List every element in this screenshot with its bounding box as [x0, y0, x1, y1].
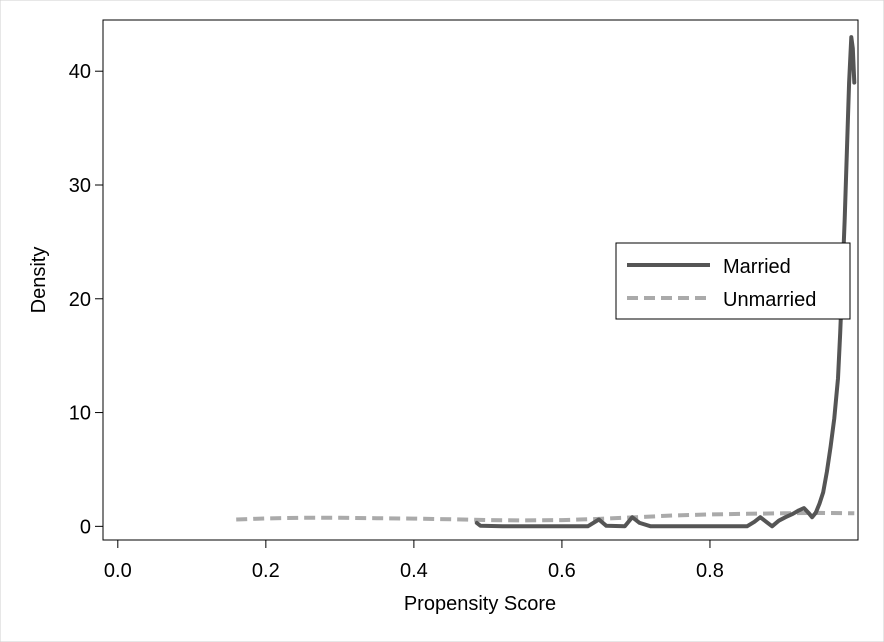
x-axis: 0.0 0.2 0.4 0.6 0.8	[103, 539, 858, 582]
y-axis: 0 10 20 30 40	[69, 20, 104, 540]
y-tick-label: 30	[69, 175, 91, 197]
legend-label-married: Married	[723, 256, 791, 278]
y-tick-label: 40	[69, 61, 91, 83]
x-tick-label: 0.2	[252, 560, 280, 582]
y-tick-label: 20	[69, 289, 91, 311]
x-tick-label: 0.0	[104, 560, 132, 582]
x-tick-label: 0.4	[400, 560, 428, 582]
legend: Married Unmarried	[615, 242, 851, 320]
y-axis-label: Density	[28, 247, 50, 314]
legend-label-unmarried: Unmarried	[723, 289, 816, 311]
x-axis-label: Propensity Score	[404, 593, 556, 615]
x-tick-label: 0.8	[696, 560, 724, 582]
y-tick-label: 10	[69, 403, 91, 425]
x-tick-label: 0.6	[548, 560, 576, 582]
legend-box	[615, 242, 851, 320]
y-tick-label: 0	[80, 516, 91, 538]
series-line-unmarried	[236, 510, 855, 523]
